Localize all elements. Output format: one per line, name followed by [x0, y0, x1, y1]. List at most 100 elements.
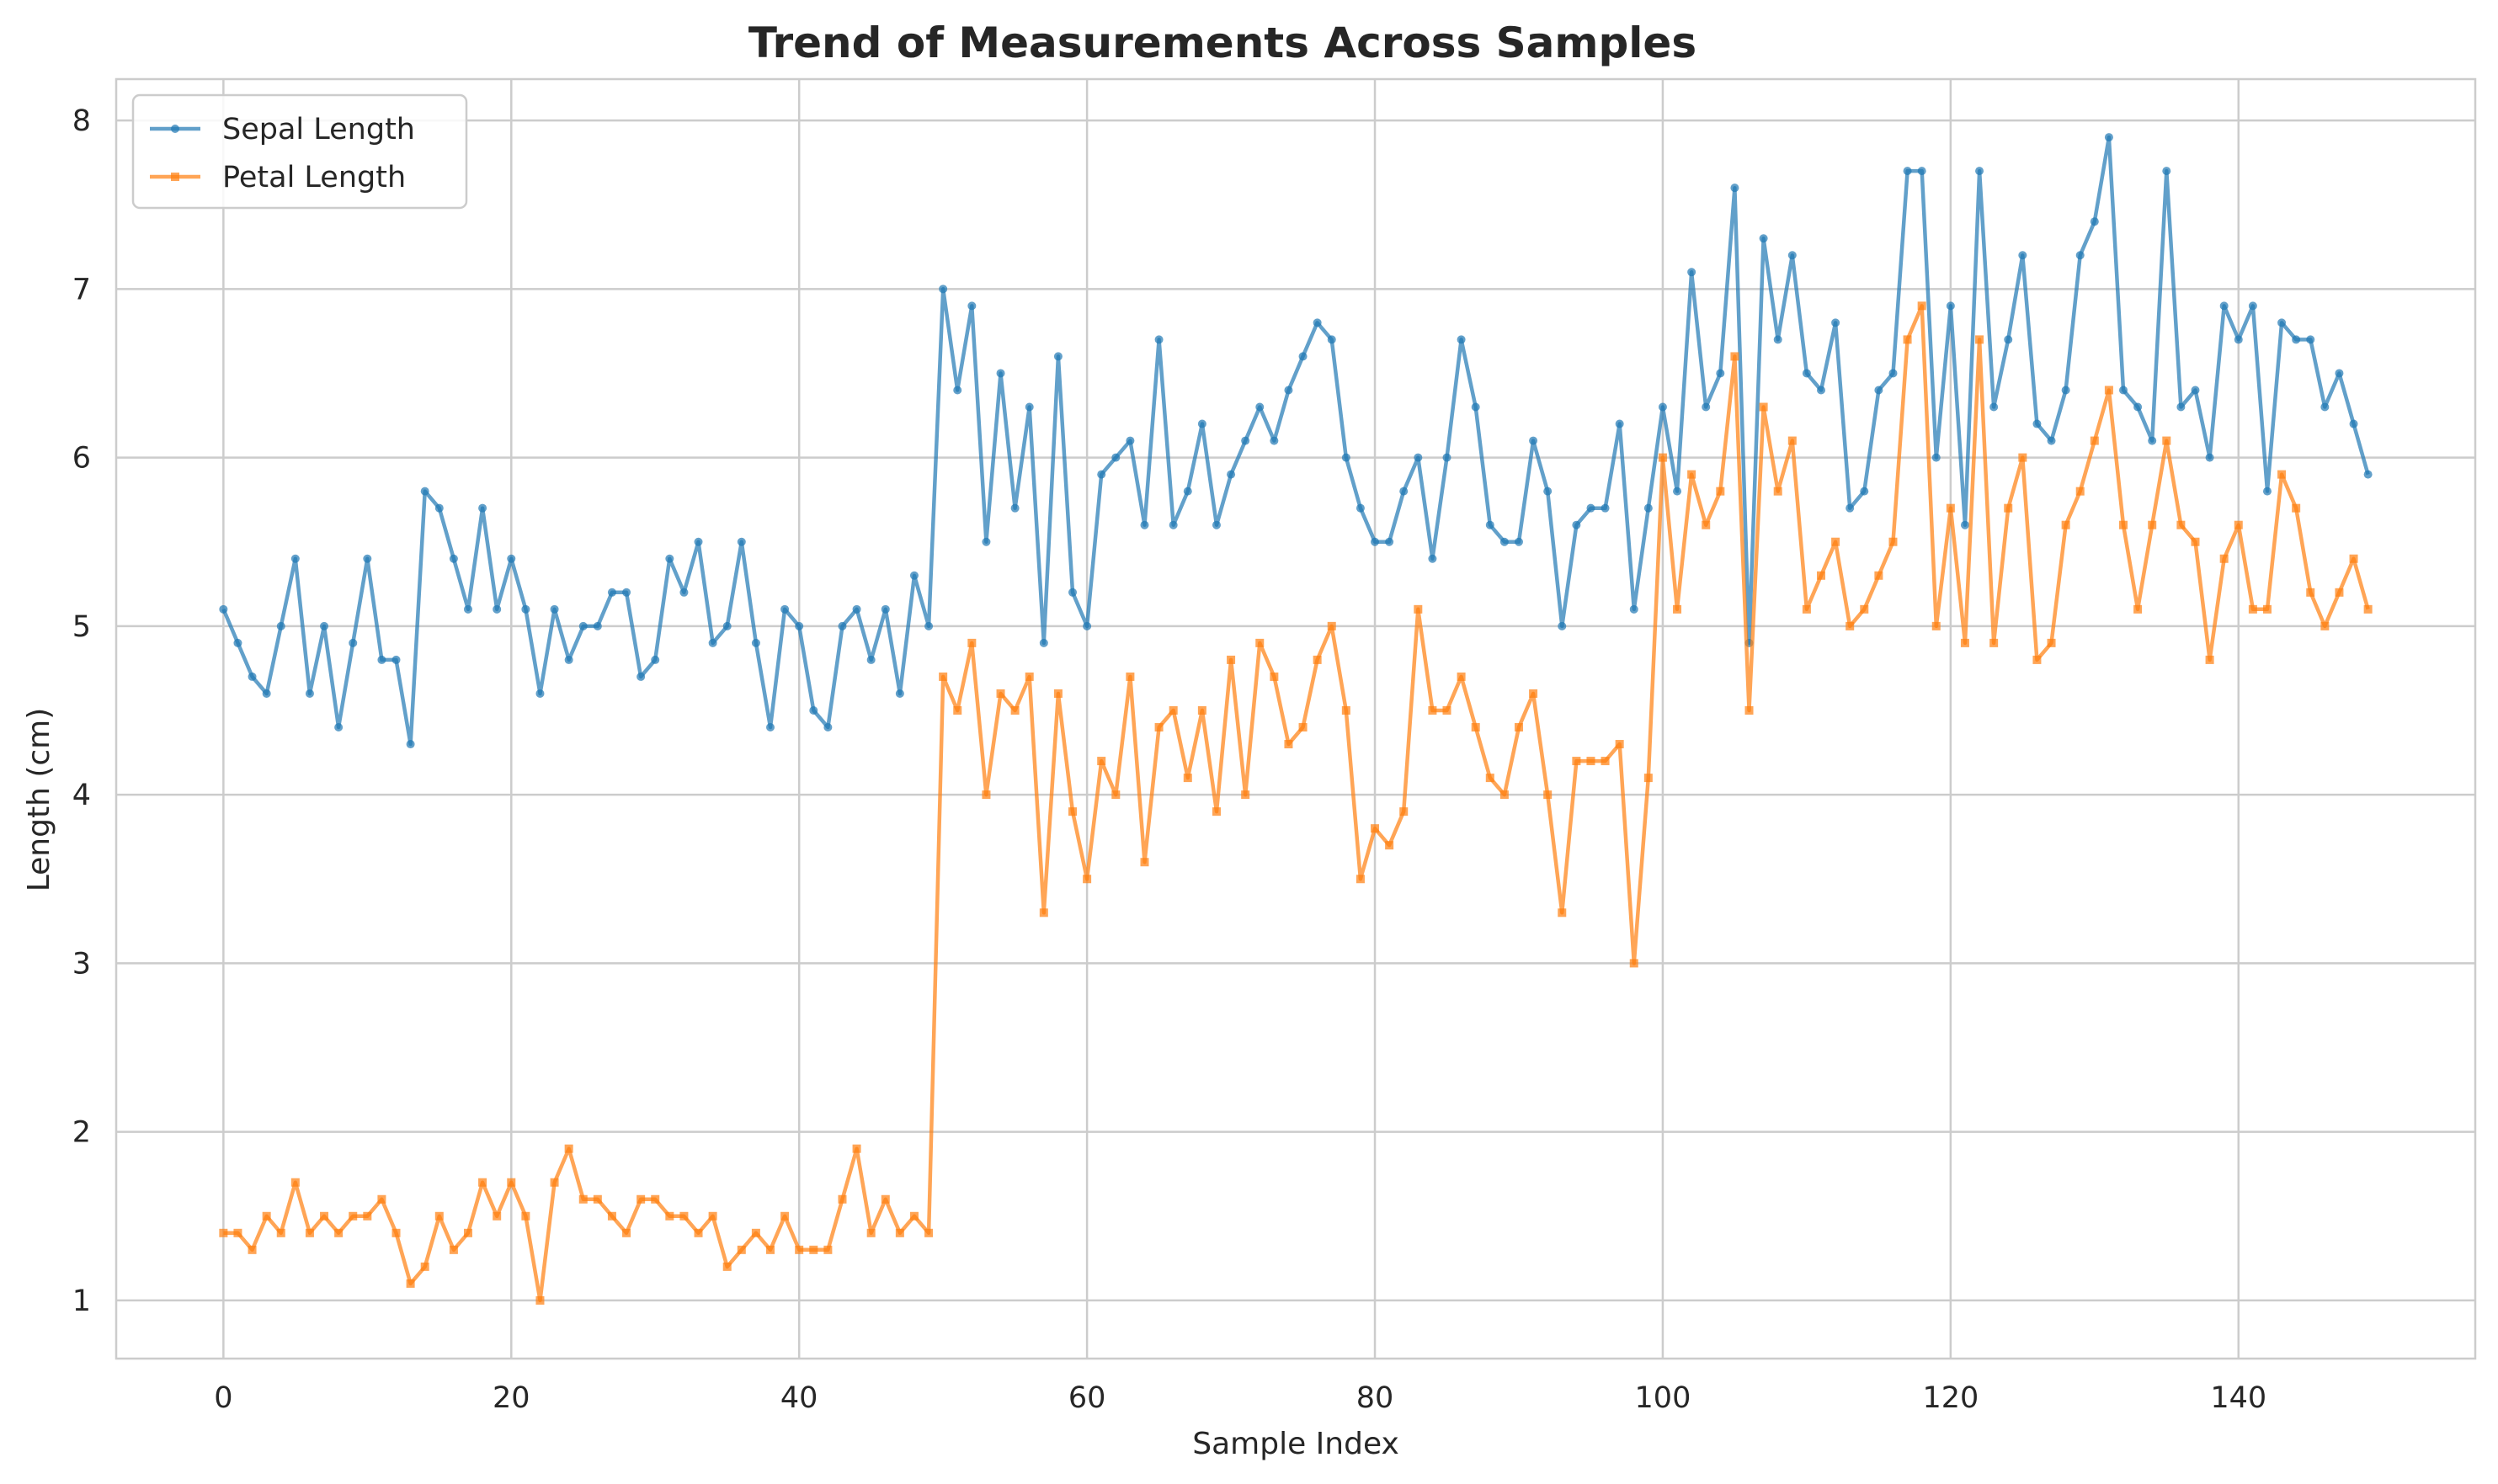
data-point-petal-length [1673, 604, 1682, 614]
data-point-sepal-length [478, 503, 487, 513]
data-point-sepal-length [1874, 386, 1883, 395]
data-point-petal-length [1615, 740, 1624, 749]
data-point-petal-length [1658, 453, 1667, 462]
data-point-sepal-length [1572, 520, 1581, 529]
data-point-petal-length [1860, 604, 1869, 614]
data-point-petal-length [1643, 774, 1653, 783]
data-point-sepal-length [622, 588, 631, 597]
data-point-petal-length [1888, 537, 1898, 546]
data-point-petal-length [521, 1211, 530, 1221]
data-point-petal-length [823, 1245, 833, 1254]
data-point-petal-length [953, 705, 962, 715]
data-point-petal-length [2032, 655, 2042, 664]
data-point-petal-length [449, 1245, 458, 1254]
data-point-petal-length [1816, 571, 1825, 580]
data-point-petal-length [2176, 520, 2186, 529]
y-tick-label: 7 [72, 273, 91, 306]
data-point-sepal-length [276, 621, 285, 630]
data-point-sepal-length [780, 604, 790, 614]
data-point-sepal-length [1241, 436, 1250, 445]
data-point-sepal-length [694, 537, 703, 546]
data-point-sepal-length [1313, 318, 1322, 327]
data-point-sepal-length [1759, 234, 1768, 243]
data-point-petal-length [564, 1144, 573, 1153]
data-point-petal-length [248, 1245, 257, 1254]
data-point-sepal-length [1802, 369, 1811, 378]
grid [116, 79, 2475, 1359]
data-point-petal-length [1270, 672, 1279, 681]
data-point-sepal-length [2162, 167, 2171, 176]
data-point-petal-length [1730, 352, 1739, 361]
data-point-petal-length [1126, 672, 1135, 681]
data-point-sepal-length [2004, 335, 2013, 344]
data-point-petal-length [377, 1194, 386, 1204]
data-point-petal-length [838, 1194, 847, 1204]
data-point-sepal-length [722, 621, 732, 630]
data-point-sepal-length [708, 638, 717, 647]
data-point-sepal-length [2075, 251, 2085, 260]
data-point-sepal-length [2320, 402, 2330, 412]
data-point-sepal-length [1673, 487, 1682, 496]
data-point-sepal-length [1888, 369, 1898, 378]
data-point-sepal-length [349, 638, 358, 647]
data-point-sepal-length [1197, 419, 1206, 428]
data-point-sepal-length [290, 554, 300, 563]
data-point-petal-length [1917, 301, 1926, 311]
data-point-petal-length [1989, 638, 1999, 647]
data-point-petal-length [2018, 453, 2027, 462]
data-point-petal-length [2191, 537, 2200, 546]
data-point-sepal-length [1053, 352, 1063, 361]
data-point-sepal-length [1284, 386, 1293, 395]
data-point-sepal-length [1457, 335, 1466, 344]
legend: Sepal Length Petal Length [131, 93, 468, 210]
data-point-sepal-length [1371, 537, 1380, 546]
data-point-sepal-length [679, 588, 689, 597]
series-sepal-length [219, 133, 2373, 749]
y-tick-label: 8 [72, 104, 91, 138]
data-point-sepal-length [593, 621, 602, 630]
data-point-petal-length [478, 1178, 487, 1187]
data-point-petal-length [1399, 807, 1409, 816]
legend-box [131, 93, 468, 210]
data-point-sepal-length [1586, 503, 1595, 513]
data-point-petal-length [1846, 621, 1855, 630]
data-point-petal-length [593, 1194, 602, 1204]
data-point-sepal-length [550, 604, 559, 614]
data-point-petal-length [1975, 335, 1984, 344]
legend-label-sepal-length: Sepal Length [222, 113, 415, 146]
data-point-petal-length [1241, 790, 1250, 800]
data-point-sepal-length [2277, 318, 2287, 327]
data-point-sepal-length [1773, 335, 1782, 344]
data-point-sepal-length [1658, 402, 1667, 412]
legend-entry-sepal-length: Sepal Length [150, 113, 415, 146]
data-point-petal-length [1111, 790, 1121, 800]
data-point-petal-length [1068, 807, 1078, 816]
data-point-petal-length [866, 1228, 876, 1237]
data-point-sepal-length [751, 638, 760, 647]
data-point-petal-length [1313, 655, 1322, 664]
data-point-sepal-length [320, 621, 329, 630]
data-point-sepal-length [1903, 167, 1912, 176]
data-point-petal-length [2205, 655, 2214, 664]
data-point-sepal-length [1010, 503, 1020, 513]
data-point-sepal-length [1975, 167, 1984, 176]
data-point-sepal-length [2119, 386, 2128, 395]
data-point-petal-length [391, 1228, 401, 1237]
data-point-petal-length [550, 1178, 559, 1187]
data-point-petal-length [535, 1295, 545, 1305]
data-point-sepal-length [2191, 386, 2200, 395]
data-point-sepal-length [493, 604, 502, 614]
y-tick-label: 2 [72, 1116, 91, 1150]
data-point-petal-length [2119, 520, 2128, 529]
data-point-sepal-length [406, 740, 415, 749]
data-point-petal-length [2306, 588, 2315, 597]
x-tick-label: 140 [2210, 1381, 2266, 1415]
data-point-petal-length [578, 1194, 588, 1204]
data-point-sepal-length [766, 723, 775, 732]
data-point-petal-length [1341, 705, 1350, 715]
data-point-petal-length [1255, 638, 1265, 647]
data-point-petal-length [2104, 386, 2113, 395]
y-axis-label: Length (cm) [22, 708, 56, 892]
data-point-petal-length [651, 1194, 660, 1204]
data-point-sepal-length [1558, 621, 1567, 630]
